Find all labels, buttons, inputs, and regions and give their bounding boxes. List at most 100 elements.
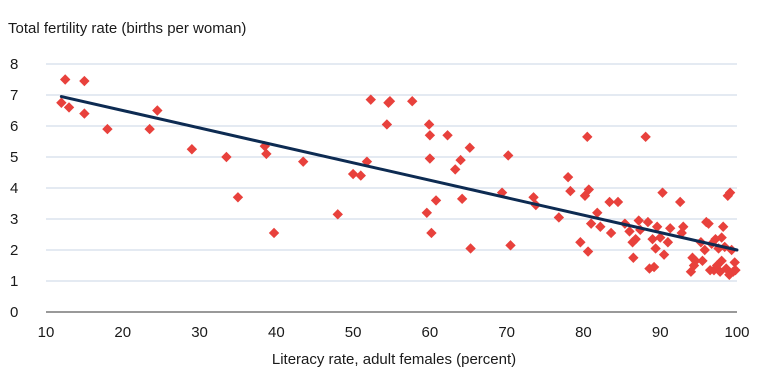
- data-point: [582, 246, 594, 257]
- data-point: [674, 196, 686, 208]
- data-point: [102, 123, 113, 135]
- data-point: [232, 192, 244, 203]
- data-point: [644, 263, 655, 274]
- trend-line: [59, 95, 739, 252]
- data-point: [424, 130, 436, 141]
- data-point: [724, 187, 736, 198]
- y-tick-label: 3: [10, 211, 18, 228]
- data-point: [651, 221, 663, 232]
- y-tick-label: 8: [10, 56, 18, 73]
- data-point: [688, 260, 700, 271]
- y-tick-label: 0: [10, 304, 18, 321]
- data-point: [407, 96, 418, 107]
- data-points: [56, 74, 741, 280]
- y-tick-labels: 0 1 2 3 4 5 6 7 8: [10, 56, 18, 321]
- data-point: [579, 190, 591, 201]
- y-tick-label: 4: [10, 180, 18, 197]
- data-point: [464, 142, 476, 153]
- data-point: [648, 261, 660, 273]
- data-point: [426, 227, 437, 239]
- data-point: [553, 212, 565, 223]
- data-point: [421, 207, 433, 218]
- data-point: [690, 255, 701, 267]
- data-point: [152, 105, 163, 116]
- data-point: [633, 215, 644, 226]
- data-point: [678, 221, 689, 232]
- x-tick-labels: 10 20 30 40 50 60 70 80 90 100: [38, 324, 750, 341]
- data-point: [298, 156, 309, 167]
- grid-lines: [46, 63, 737, 313]
- data-point: [595, 221, 606, 232]
- x-tick-label: 80: [575, 324, 592, 341]
- data-point: [442, 130, 453, 141]
- data-point: [430, 195, 442, 206]
- data-point: [722, 190, 733, 201]
- data-point: [503, 150, 514, 161]
- data-point: [624, 226, 635, 237]
- x-tick-label: 60: [422, 324, 439, 341]
- x-axis-label: Literacy rate, adult females (percent): [272, 351, 516, 368]
- data-point: [724, 269, 735, 280]
- data-point: [628, 252, 639, 263]
- data-point: [332, 209, 343, 220]
- data-point: [717, 221, 729, 232]
- data-point: [662, 237, 674, 248]
- x-tick-label: 100: [724, 324, 749, 341]
- data-point: [711, 260, 723, 271]
- data-point: [465, 243, 476, 254]
- data-point: [699, 244, 710, 256]
- data-point: [730, 264, 741, 276]
- data-point: [575, 237, 586, 248]
- data-point: [79, 75, 90, 87]
- data-point: [261, 148, 272, 160]
- data-point: [665, 223, 676, 234]
- data-point: [716, 232, 727, 243]
- y-tick-label: 2: [10, 242, 18, 259]
- y-tick-label: 7: [10, 87, 18, 104]
- y-tick-label: 5: [10, 149, 18, 166]
- x-tick-label: 70: [498, 324, 515, 341]
- data-point: [592, 207, 603, 218]
- data-point: [221, 151, 232, 163]
- data-point: [63, 102, 75, 113]
- x-tick-label: 50: [345, 324, 362, 341]
- data-point: [381, 119, 393, 130]
- x-tick-label: 20: [114, 324, 131, 341]
- data-point: [450, 164, 461, 175]
- data-point: [456, 193, 468, 205]
- x-tick-label: 10: [38, 324, 55, 341]
- data-point: [562, 171, 574, 183]
- data-point: [658, 249, 670, 260]
- data-point: [642, 216, 654, 228]
- data-point: [582, 131, 593, 143]
- data-point: [729, 257, 740, 268]
- data-point: [384, 96, 396, 107]
- data-point: [650, 243, 661, 254]
- data-point: [710, 233, 721, 245]
- data-point: [423, 119, 435, 130]
- trend-line-group: [59, 95, 739, 252]
- data-point: [505, 240, 516, 251]
- x-tick-label: 90: [652, 324, 669, 341]
- data-point: [657, 187, 668, 198]
- data-point: [144, 123, 155, 135]
- data-point: [455, 154, 466, 166]
- data-point: [79, 108, 90, 119]
- data-point: [640, 131, 651, 143]
- data-point: [630, 233, 641, 245]
- x-tick-label: 30: [191, 324, 208, 341]
- data-point: [528, 192, 539, 203]
- x-tick-label: 40: [268, 324, 285, 341]
- data-point: [186, 144, 198, 155]
- data-point: [703, 218, 714, 229]
- data-point: [612, 196, 624, 208]
- data-point: [59, 74, 71, 85]
- data-point: [424, 153, 436, 164]
- data-point: [56, 97, 67, 108]
- data-point: [347, 168, 359, 180]
- data-point: [268, 227, 280, 239]
- data-point: [655, 232, 666, 243]
- data-point: [605, 227, 617, 239]
- y-tick-label: 6: [10, 118, 18, 135]
